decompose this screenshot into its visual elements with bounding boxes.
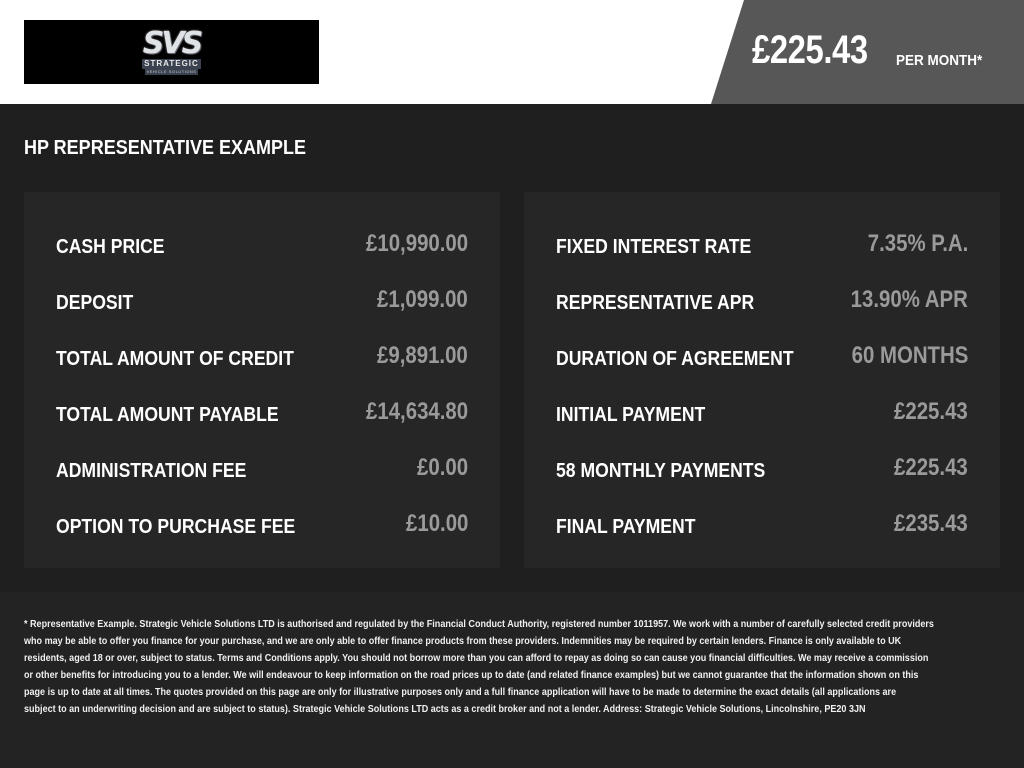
detail-value: £225.43	[894, 454, 968, 481]
detail-label: REPRESENTATIVE APR	[556, 292, 755, 314]
detail-value: £1,099.00	[377, 286, 468, 313]
detail-value: 13.90% APR	[850, 286, 968, 313]
detail-value: £14,634.80	[365, 398, 468, 425]
disclaimer-text: * Representative Example. Strategic Vehi…	[24, 616, 1024, 718]
detail-label: 58 MONTHLY PAYMENTS	[556, 460, 766, 482]
detail-row: CASH PRICE £10,990.00	[56, 230, 468, 262]
monthly-price: £225.43	[752, 28, 868, 72]
detail-row: 58 MONTHLY PAYMENTS £225.43	[556, 454, 968, 486]
detail-label: TOTAL AMOUNT OF CREDIT	[56, 348, 294, 370]
disclaimer-section	[0, 592, 1024, 768]
detail-row: FINAL PAYMENT £235.43	[556, 510, 968, 542]
detail-row: FIXED INTEREST RATE 7.35% P.A.	[556, 230, 968, 262]
detail-row: REPRESENTATIVE APR 13.90% APR	[556, 286, 968, 318]
detail-label: TOTAL AMOUNT PAYABLE	[56, 404, 279, 426]
logo-word: STRATEGIC	[142, 59, 201, 69]
detail-row: TOTAL AMOUNT PAYABLE £14,634.80	[56, 398, 468, 430]
detail-label: INITIAL PAYMENT	[556, 404, 706, 426]
detail-row: TOTAL AMOUNT OF CREDIT £9,891.00	[56, 342, 468, 374]
detail-value: £235.43	[894, 510, 968, 537]
detail-row: ADMINISTRATION FEE £0.00	[56, 454, 468, 486]
detail-row: DEPOSIT £1,099.00	[56, 286, 468, 318]
logo-subword: VEHICLE SOLUTIONS	[144, 69, 199, 75]
finance-details-right: FIXED INTEREST RATE 7.35% P.A. REPRESENTA…	[524, 192, 1000, 568]
disclaimer-line: or other benefits for introducing you to…	[24, 669, 919, 681]
detail-value: £9,891.00	[377, 342, 468, 369]
detail-row: DURATION OF AGREEMENT 60 MONTHS	[556, 342, 968, 374]
detail-label: DURATION OF AGREEMENT	[556, 348, 794, 370]
detail-row: OPTION TO PURCHASE FEE £10.00	[56, 510, 468, 542]
per-month-label: PER MONTH*	[896, 52, 983, 69]
finance-details-left: CASH PRICE £10,990.00 DEPOSIT £1,099.00 TO…	[24, 192, 500, 568]
detail-value: £10,990.00	[365, 230, 468, 257]
detail-value: £0.00	[416, 454, 468, 481]
detail-value: £10.00	[405, 510, 468, 537]
detail-label: ADMINISTRATION FEE	[56, 460, 247, 482]
detail-label: CASH PRICE	[56, 236, 165, 258]
disclaimer-line: page is up to date at all times. The quo…	[24, 686, 897, 698]
detail-value: 60 MONTHS	[851, 342, 968, 369]
logo-mark: SVS	[142, 26, 203, 61]
disclaimer-line: * Representative Example. Strategic Vehi…	[24, 618, 934, 630]
detail-label: DEPOSIT	[56, 292, 134, 314]
monthly-price-panel	[711, 0, 1024, 104]
detail-row: INITIAL PAYMENT £225.43	[556, 398, 968, 430]
detail-label: FINAL PAYMENT	[556, 516, 696, 538]
disclaimer-line: who may be able to offer you finance for…	[24, 635, 902, 647]
detail-label: FIXED INTEREST RATE	[556, 236, 752, 258]
disclaimer-line: residents, aged 18 or over, subject to s…	[24, 652, 929, 664]
detail-value: 7.35% P.A.	[867, 230, 968, 257]
disclaimer-line: subject to an underwriting decision and …	[24, 703, 866, 715]
company-logo[interactable]: SVS STRATEGIC VEHICLE SOLUTIONS	[24, 20, 319, 84]
section-title: HP REPRESENTATIVE EXAMPLE	[24, 137, 307, 159]
detail-label: OPTION TO PURCHASE FEE	[56, 516, 296, 538]
detail-value: £225.43	[894, 398, 968, 425]
